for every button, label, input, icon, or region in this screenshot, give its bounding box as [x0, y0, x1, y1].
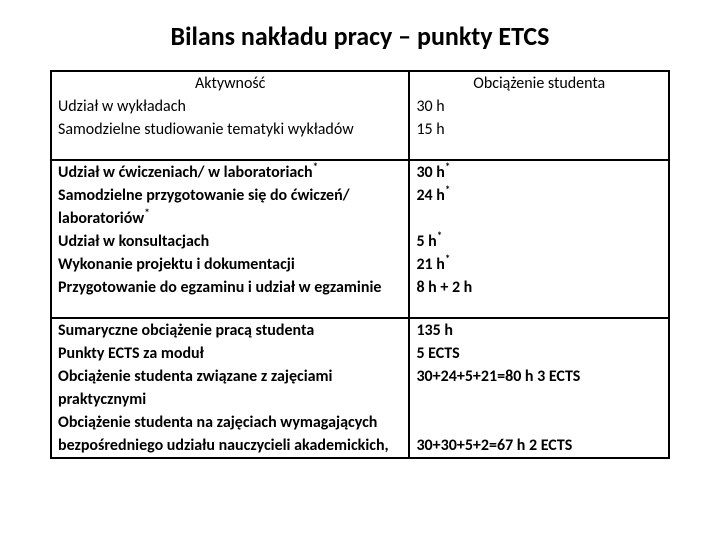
- cell-activity: Samodzielne przygotowanie się do ćwiczeń…: [51, 184, 409, 207]
- spacer-row: [51, 299, 669, 318]
- cell-load: [409, 411, 669, 434]
- table-row: Wykonanie projektu i dokumentacji 21 h*: [51, 253, 669, 276]
- cell-activity: Samodzielne studiowanie tematyki wykładó…: [51, 118, 409, 141]
- cell-load: 135 h: [409, 318, 669, 342]
- table-row: Obciążenie studenta na zajęciach wymagaj…: [51, 411, 669, 434]
- table-row: Obciążenie studenta związane z zajęciami…: [51, 365, 669, 388]
- cell-activity: Udział w wykładach: [51, 95, 409, 118]
- cell-load: 30 h: [409, 95, 669, 118]
- page-title: Bilans nakładu pracy – punkty ETCS: [50, 20, 670, 52]
- cell-activity: Wykonanie projektu i dokumentacji: [51, 253, 409, 276]
- cell-activity: bezpośredniego udziału nauczycieli akade…: [51, 434, 409, 458]
- table-row: Samodzielne przygotowanie się do ćwiczeń…: [51, 184, 669, 207]
- workload-table: Aktywność Obciążenie studenta Udział w w…: [50, 70, 670, 459]
- cell-load: 24 h*: [409, 184, 669, 207]
- cell-activity: laboratoriów*: [51, 207, 409, 230]
- cell-activity: Punkty ECTS za moduł: [51, 342, 409, 365]
- cell-load: [409, 207, 669, 230]
- header-load: Obciążenie studenta: [409, 71, 669, 95]
- cell-activity: Obciążenie studenta na zajęciach wymagaj…: [51, 411, 409, 434]
- table-row: Udział w ćwiczeniach/ w laboratoriach* 3…: [51, 160, 669, 184]
- cell-activity: Przygotowanie do egzaminu i udział w egz…: [51, 276, 409, 299]
- cell-load: 8 h + 2 h: [409, 276, 669, 299]
- table-row: laboratoriów*: [51, 207, 669, 230]
- cell-load: 5 h*: [409, 230, 669, 253]
- cell-load: 15 h: [409, 118, 669, 141]
- cell-activity: Sumaryczne obciążenie pracą studenta: [51, 318, 409, 342]
- cell-activity: Udział w ćwiczeniach/ w laboratoriach*: [51, 160, 409, 184]
- cell-activity: Udział w konsultacjach: [51, 230, 409, 253]
- table-row: bezpośredniego udziału nauczycieli akade…: [51, 434, 669, 458]
- cell-load: 21 h*: [409, 253, 669, 276]
- cell-load: 5 ECTS: [409, 342, 669, 365]
- page-container: Bilans nakładu pracy – punkty ETCS Aktyw…: [0, 0, 720, 479]
- table-row: Sumaryczne obciążenie pracą studenta 135…: [51, 318, 669, 342]
- table-row: Punkty ECTS za moduł 5 ECTS: [51, 342, 669, 365]
- cell-load: 30 h*: [409, 160, 669, 184]
- table-row: Udział w konsultacjach 5 h*: [51, 230, 669, 253]
- cell-load: 30+24+5+21=80 h 3 ECTS: [409, 365, 669, 388]
- spacer-row: [51, 141, 669, 160]
- cell-load: 30+30+5+2=67 h 2 ECTS: [409, 434, 669, 458]
- table-header-row: Aktywność Obciążenie studenta: [51, 71, 669, 95]
- table-row: Przygotowanie do egzaminu i udział w egz…: [51, 276, 669, 299]
- table-row: Samodzielne studiowanie tematyki wykładó…: [51, 118, 669, 141]
- header-activity: Aktywność: [51, 71, 409, 95]
- cell-load: [409, 388, 669, 411]
- cell-activity: Obciążenie studenta związane z zajęciami: [51, 365, 409, 388]
- cell-activity: praktycznymi: [51, 388, 409, 411]
- table-row: praktycznymi: [51, 388, 669, 411]
- table-row: Udział w wykładach 30 h: [51, 95, 669, 118]
